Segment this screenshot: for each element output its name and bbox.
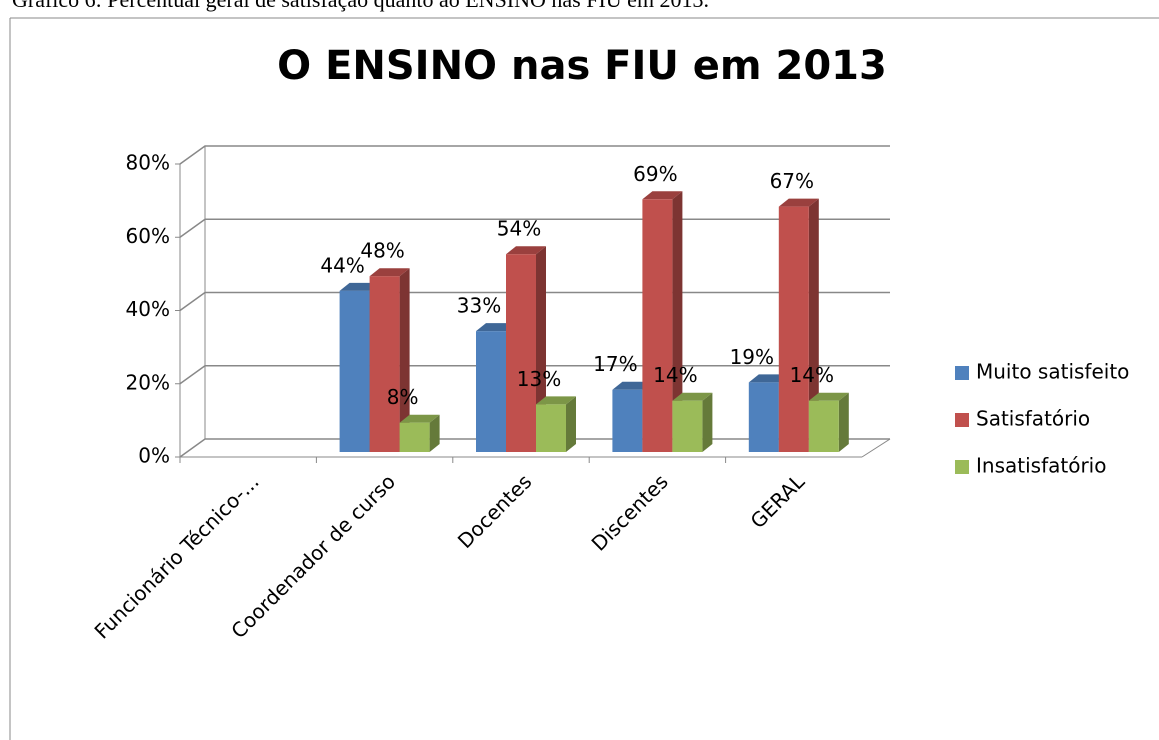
y-tick-label: 0% <box>138 444 170 468</box>
bar-face <box>369 268 410 277</box>
bar-face <box>702 392 713 452</box>
x-tick-label: Discentes <box>587 469 673 555</box>
data-label: 33% <box>457 294 501 318</box>
bar-face <box>429 414 440 452</box>
data-label: 13% <box>517 367 561 391</box>
bar-face <box>642 199 673 452</box>
legend-swatch <box>955 460 969 474</box>
bar-face <box>399 422 430 452</box>
data-label: 69% <box>633 162 677 186</box>
axis <box>861 438 891 458</box>
bar-face <box>748 382 779 452</box>
data-label: 17% <box>593 352 637 376</box>
bar-face <box>808 400 839 452</box>
bar <box>778 198 819 452</box>
bar-face <box>612 389 643 452</box>
data-label: 14% <box>653 363 697 387</box>
y-tick-label: 20% <box>126 370 170 394</box>
data-label: 54% <box>497 217 541 241</box>
data-label: 67% <box>770 169 814 193</box>
bar <box>642 191 683 452</box>
bar-face <box>642 191 683 200</box>
chart-title: O ENSINO nas FIU em 2013 <box>277 43 887 89</box>
bar-face <box>672 400 703 452</box>
x-tick-label: Docentes <box>453 469 537 553</box>
bar-face <box>778 198 819 207</box>
grid-line <box>179 145 890 165</box>
bar <box>808 392 849 452</box>
x-tick-label: GERAL <box>746 469 810 533</box>
bar-face <box>808 392 849 401</box>
data-label: 44% <box>320 253 364 277</box>
data-label: 8% <box>387 385 419 409</box>
y-tick-label: 80% <box>126 151 170 175</box>
bar-face <box>536 404 566 452</box>
legend-swatch <box>955 366 969 380</box>
bar-face <box>399 268 410 452</box>
caption: Gráfico 6: Percentual geral de satisfaçã… <box>12 0 709 12</box>
bar-face <box>672 392 713 401</box>
bar-face <box>566 396 576 452</box>
bar-face <box>339 290 370 452</box>
bar-face <box>506 246 546 255</box>
y-tick-label: 60% <box>126 224 170 248</box>
bar-face <box>506 254 536 452</box>
bar-face <box>476 331 506 452</box>
bar-face <box>778 206 809 452</box>
bar <box>369 268 410 452</box>
bar <box>672 392 713 452</box>
data-label: 14% <box>790 363 834 387</box>
y-tick-label: 40% <box>126 297 170 321</box>
bar-face <box>369 276 400 452</box>
legend-label: Satisfatório <box>976 407 1090 431</box>
data-label: 48% <box>360 239 404 263</box>
bar <box>536 396 576 452</box>
bar-face <box>399 414 440 423</box>
legend-swatch <box>955 413 969 427</box>
bar <box>399 414 440 452</box>
legend-label: Insatisfatório <box>976 454 1106 478</box>
bar-face <box>838 392 849 452</box>
data-label: 19% <box>730 345 774 369</box>
legend-label: Muito satisfeito <box>976 360 1129 384</box>
bar-face <box>808 198 819 452</box>
bar-face <box>672 191 683 452</box>
bar-face <box>536 396 576 405</box>
